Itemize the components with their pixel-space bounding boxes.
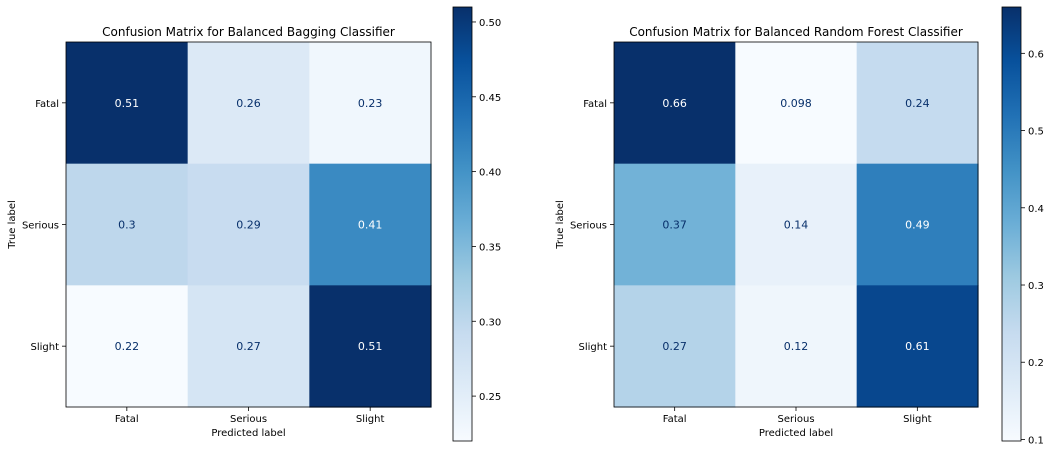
colorbar-tick-label: 0.35: [479, 242, 501, 253]
colorbar-gradient: [452, 6, 473, 442]
heatmap-cell: [614, 163, 736, 286]
colorbar-tick-label: 0.1: [1028, 435, 1044, 446]
heatmap-cell: [187, 42, 310, 165]
y-tick-label: Slight: [30, 342, 59, 353]
heatmap-cell: [309, 163, 432, 286]
heatmap-cell: [735, 42, 858, 165]
cell-value-label: 0.51: [358, 340, 383, 353]
colorbar-tick-label: 0.25: [479, 392, 501, 403]
colorbar-tick-label: 0.50: [479, 18, 501, 29]
cell-value-label: 0.22: [115, 340, 140, 353]
heatmap-cell: [187, 163, 310, 286]
colorbar-tick-label: 0.6: [1028, 49, 1044, 60]
cell-value-label: 0.23: [358, 97, 383, 110]
y-axis-label: True label: [7, 200, 18, 250]
x-axis-label: Predicted label: [211, 428, 285, 439]
cell-value-label: 0.37: [662, 219, 687, 232]
colorbar: 0.1 0.2 0.3 0.4 0.5 0.6: [1001, 6, 1044, 446]
cell-value-label: 0.24: [905, 97, 930, 110]
x-tick-label: Slight: [903, 414, 932, 425]
heatmap-cell: [735, 285, 858, 408]
cell-value-label: 0.61: [905, 340, 930, 353]
heatmap-cell: [614, 285, 736, 408]
heatmap-cell: [856, 42, 979, 165]
x-tick-label: Serious: [230, 414, 267, 425]
colorbar-tick-label: 0.2: [1028, 358, 1044, 369]
x-tick-label: Serious: [777, 414, 814, 425]
y-tick-label: Fatal: [583, 99, 607, 110]
y-tick-label: Fatal: [35, 99, 59, 110]
colorbar-tick-label: 0.5: [1028, 127, 1044, 138]
colorbar-tick-label: 0.40: [479, 168, 501, 179]
cell-value-label: 0.49: [905, 219, 930, 232]
cell-value-label: 0.66: [662, 97, 687, 110]
heatmap-cell: [856, 285, 979, 408]
cell-value-label: 0.51: [115, 97, 140, 110]
chart-title: Confusion Matrix for Balanced Bagging Cl…: [102, 25, 395, 39]
x-tick-label: Fatal: [115, 414, 139, 425]
heatmap-cell: [66, 42, 189, 165]
colorbar-tick-label: 0.3: [1028, 281, 1044, 292]
x-axis-label: Predicted label: [759, 428, 833, 439]
heatmap-cell: [309, 285, 432, 408]
confusion-matrix-random-forest: Confusion Matrix for Balanced Random For…: [555, 6, 1044, 446]
colorbar-tick-label: 0.45: [479, 93, 501, 104]
heatmap-cell: [66, 285, 189, 408]
cell-value-label: 0.26: [236, 97, 261, 110]
y-tick-label: Serious: [22, 221, 59, 232]
heatmap-cell: [66, 163, 189, 286]
heatmap-cell: [309, 42, 432, 165]
cell-value-label: 0.098: [780, 97, 812, 110]
x-tick-label: Slight: [356, 414, 385, 425]
cell-value-label: 0.27: [236, 340, 261, 353]
colorbar-tick-label: 0.4: [1028, 204, 1044, 215]
x-tick-label: Fatal: [663, 414, 687, 425]
cell-value-label: 0.14: [784, 219, 809, 232]
y-tick-label: Serious: [570, 221, 607, 232]
cell-value-label: 0.3: [118, 219, 136, 232]
heatmap-cell: [735, 163, 858, 286]
heatmap-cell: [187, 285, 310, 408]
y-tick-label: Slight: [578, 342, 607, 353]
chart-title: Confusion Matrix for Balanced Random For…: [629, 25, 963, 39]
cell-value-label: 0.41: [358, 219, 383, 232]
heatmap-cell: [856, 163, 979, 286]
cell-value-label: 0.12: [784, 340, 809, 353]
cell-value-label: 0.27: [662, 340, 687, 353]
colorbar-tick-label: 0.30: [479, 317, 501, 328]
y-axis-label: True label: [555, 200, 566, 250]
confusion-matrix-bagging: Confusion Matrix for Balanced Bagging Cl…: [7, 6, 501, 442]
heatmap-cell: [614, 42, 736, 165]
colorbar: 0.25 0.30 0.35 0.40 0.45 0.50: [452, 6, 501, 442]
colorbar-gradient: [1001, 6, 1022, 442]
cell-value-label: 0.29: [236, 219, 261, 232]
